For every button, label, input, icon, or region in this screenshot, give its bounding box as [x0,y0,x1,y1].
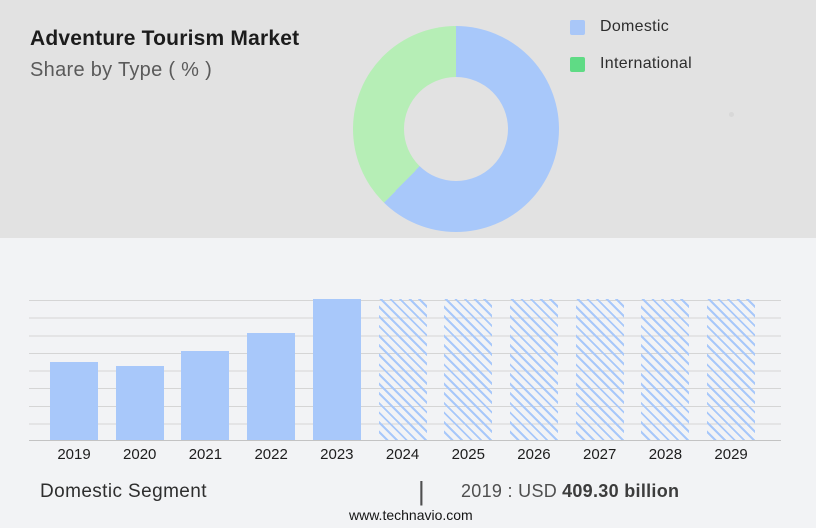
x-label-2022: 2022 [254,446,288,463]
x-axis-labels: 2019 2020 2021 2022 2023 2024 2025 2026 2027 2028… [29,446,781,466]
x-label-2020: 2020 [123,446,157,463]
bar-2021 [181,351,230,440]
x-label-2021: 2021 [188,446,223,463]
x-label-2028: 2028 [648,446,683,463]
bar-2023 [312,299,361,440]
watermark-speck [729,112,734,117]
page-title: Adventure Tourism Market [30,27,300,50]
website-url: www.technavio.com [349,507,473,523]
x-label-2025: 2025 [451,446,485,463]
legend: Domestic International [570,18,692,73]
bar-2024 [378,299,427,440]
bar-2020 [115,366,164,440]
page-subtitle: Share by Type ( % ) [30,59,213,81]
bar-2028 [641,299,690,440]
segment-label: Domestic Segment [40,481,207,502]
title-block: Adventure Tourism Market Share by Type (… [30,27,299,82]
divider-pipe: | [418,476,425,506]
stat-value: 409.30 billion [562,481,680,501]
bar-chart-plot [29,299,781,441]
bar-2022 [247,333,296,440]
legend-label-domestic: Domestic [600,18,670,35]
bar-2025 [444,299,493,440]
legend-label-international: International [600,55,692,72]
stat-text: 2019 : USD 409.30 billion [461,481,679,502]
chart-panel: 2019 2020 2021 2022 2023 2024 2025 2026 2027 2028… [0,238,816,528]
bar-2019 [50,362,98,440]
domestic-swatch [570,19,585,35]
bar-2027 [575,299,624,440]
bar-2029 [707,299,756,440]
x-label-2027: 2027 [582,446,617,463]
x-label-2026: 2026 [517,446,551,463]
donut-hole [404,77,508,181]
x-label-2029: 2029 [714,446,748,463]
international-swatch [570,56,585,72]
legend-item-international: International [570,55,692,73]
x-label-2024: 2024 [385,446,420,463]
stat-prefix: 2019 : USD [461,481,558,501]
x-label-2023: 2023 [320,446,354,463]
donut-chart [353,26,559,232]
legend-item-domestic: Domestic [570,18,692,36]
top-panel: Adventure Tourism Market Share by Type (… [0,0,816,238]
x-label-2019: 2019 [57,446,91,463]
bar-2026 [509,299,558,440]
